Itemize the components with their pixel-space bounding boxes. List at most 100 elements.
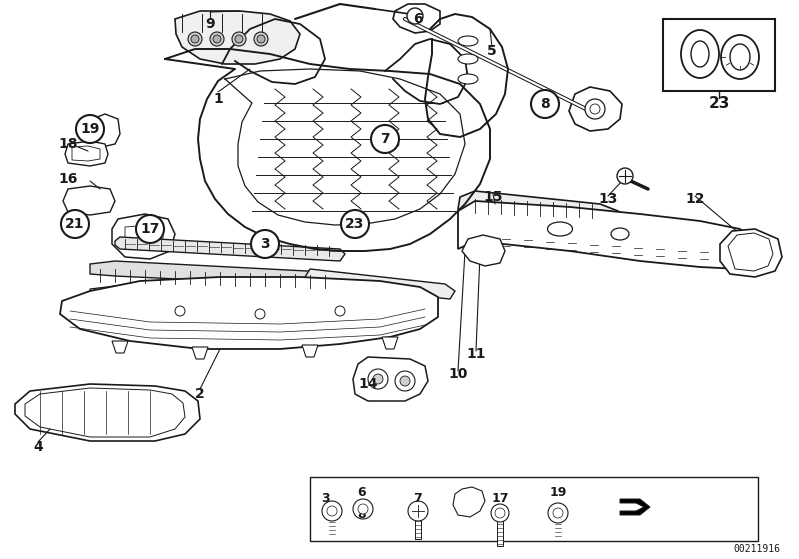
Circle shape [585,99,605,119]
Circle shape [531,90,559,118]
Polygon shape [87,114,120,147]
Text: 8: 8 [358,509,366,522]
Circle shape [175,306,185,316]
Ellipse shape [458,36,478,46]
Text: 7: 7 [414,492,423,505]
Ellipse shape [458,54,478,64]
Text: 4: 4 [33,440,43,454]
Circle shape [188,32,202,46]
Circle shape [371,125,399,153]
Polygon shape [458,191,618,227]
Circle shape [232,32,246,46]
Ellipse shape [458,74,478,84]
Circle shape [368,369,388,389]
Text: 3: 3 [322,492,330,505]
Polygon shape [415,517,421,539]
Circle shape [213,35,221,43]
Circle shape [327,506,337,516]
Polygon shape [25,388,185,437]
Text: 6: 6 [358,486,366,500]
Polygon shape [382,337,398,349]
Ellipse shape [691,41,709,67]
Ellipse shape [611,228,629,240]
FancyBboxPatch shape [663,19,775,91]
Polygon shape [60,277,438,349]
Polygon shape [112,341,128,353]
Circle shape [335,306,345,316]
Text: 6: 6 [413,12,423,26]
Polygon shape [393,4,440,33]
Text: 21: 21 [66,217,85,231]
Circle shape [341,210,369,238]
Circle shape [400,376,410,386]
Polygon shape [90,261,350,287]
Polygon shape [569,87,622,131]
Circle shape [61,210,89,238]
Polygon shape [72,146,100,161]
Text: 3: 3 [260,237,270,251]
Text: 15: 15 [483,190,503,204]
Circle shape [373,374,383,384]
Circle shape [491,504,509,522]
Polygon shape [458,201,758,269]
Text: 9: 9 [205,17,215,31]
Text: 00211916: 00211916 [733,544,780,554]
Circle shape [495,508,505,518]
Text: 11: 11 [467,347,486,361]
Polygon shape [329,517,335,537]
Text: 7: 7 [380,132,390,146]
Text: 19: 19 [550,486,566,500]
Polygon shape [720,229,782,277]
Circle shape [76,115,104,143]
Circle shape [322,501,342,521]
Text: 12: 12 [686,192,705,206]
Circle shape [353,499,373,519]
Polygon shape [115,237,345,261]
Circle shape [617,168,633,184]
Polygon shape [462,235,505,266]
Ellipse shape [681,30,719,78]
Polygon shape [112,214,175,259]
Circle shape [254,32,268,46]
Polygon shape [15,384,200,441]
Ellipse shape [547,222,573,236]
Polygon shape [555,519,561,539]
Circle shape [235,35,243,43]
Text: 8: 8 [540,97,550,111]
Polygon shape [302,269,455,299]
Text: 19: 19 [81,122,100,136]
Polygon shape [125,225,163,243]
Circle shape [395,371,415,391]
FancyBboxPatch shape [310,477,758,541]
Polygon shape [63,186,115,215]
Polygon shape [192,347,208,359]
Circle shape [251,230,279,258]
Text: 5: 5 [487,44,497,58]
Polygon shape [65,141,108,166]
Text: 13: 13 [598,192,618,206]
Text: 18: 18 [58,137,78,151]
Circle shape [590,104,600,114]
Circle shape [210,32,224,46]
Polygon shape [620,499,650,515]
Polygon shape [728,233,773,271]
Polygon shape [90,286,350,311]
Circle shape [257,35,265,43]
Polygon shape [453,487,485,517]
Polygon shape [497,519,503,546]
Text: 10: 10 [448,367,467,381]
Text: 17: 17 [491,492,509,505]
Circle shape [553,508,563,518]
Circle shape [407,8,423,24]
Text: 16: 16 [58,172,78,186]
Ellipse shape [730,44,750,70]
Text: 1: 1 [213,92,223,106]
Polygon shape [175,11,300,64]
Polygon shape [302,345,318,357]
Circle shape [548,503,568,523]
Circle shape [255,309,265,319]
Text: 23: 23 [708,96,729,111]
Ellipse shape [721,35,759,79]
Text: 23: 23 [345,217,364,231]
Polygon shape [353,357,428,401]
